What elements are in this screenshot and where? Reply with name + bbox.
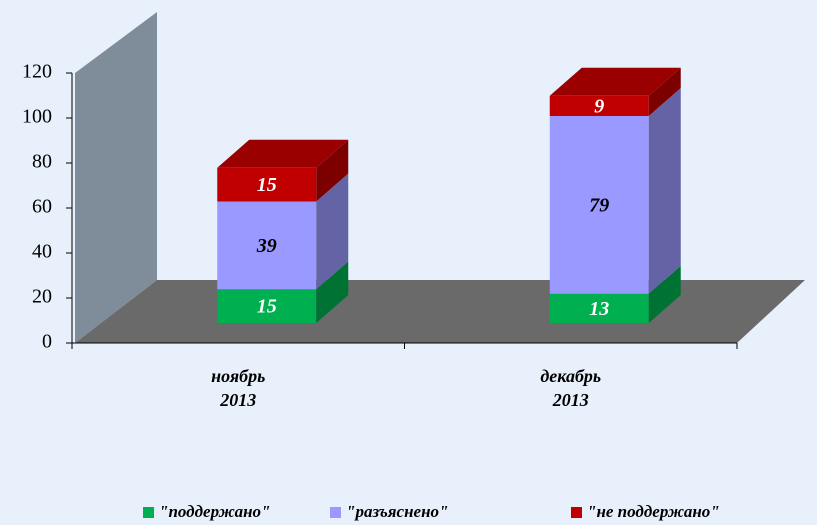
y-tick-label: 60: [32, 196, 52, 218]
bar-segment: [549, 116, 649, 294]
bar-side: [648, 265, 681, 323]
value-label: 13: [589, 298, 609, 320]
y-tick-label: 80: [32, 151, 52, 173]
legend-label: "не поддержано": [587, 502, 720, 521]
back-wall: [75, 12, 157, 343]
x-tick-label: ноябрь 2013: [211, 366, 265, 410]
value-label: 79: [589, 194, 609, 216]
x-tick-label: декабрь 2013: [540, 366, 601, 410]
legend-swatch: [330, 507, 341, 518]
value-label: 9: [594, 95, 604, 117]
bar-side: [316, 173, 349, 290]
bar-side: [316, 261, 349, 323]
legend-label: "разъяснено": [346, 502, 448, 521]
bar-segment: [549, 293, 649, 323]
bar-side: [648, 88, 681, 294]
bar-top: [217, 139, 349, 168]
bar-side: [316, 139, 349, 202]
floor: [75, 280, 805, 343]
value-label: 15: [257, 174, 277, 196]
value-label: 39: [256, 235, 277, 257]
y-tick-label: 20: [32, 286, 52, 308]
bar-segment: [549, 95, 649, 116]
bar-side: [648, 67, 681, 116]
legend-label: "поддержано": [159, 502, 271, 521]
legend-swatch: [143, 507, 154, 518]
y-tick-label: 120: [22, 61, 52, 83]
legend-swatch: [571, 507, 582, 518]
bar-segment: [217, 201, 317, 290]
y-tick-label: 100: [22, 106, 52, 128]
bar-segment: [217, 289, 317, 323]
bar-segment: [217, 167, 317, 202]
y-tick-label: 40: [32, 241, 52, 263]
value-label: 15: [257, 296, 277, 318]
y-tick-label: 0: [42, 331, 52, 353]
bar-top: [549, 67, 681, 96]
